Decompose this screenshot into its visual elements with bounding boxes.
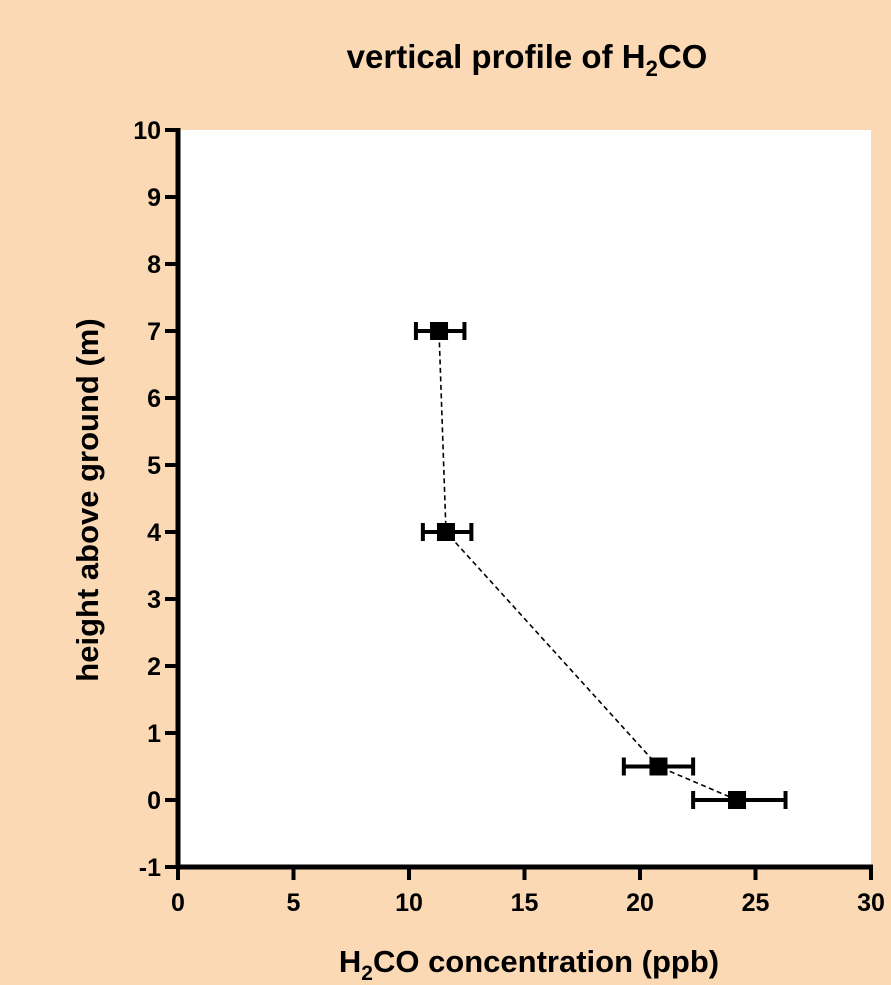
chart-title: vertical profile of H2CO [347,38,708,81]
data-point-marker [728,791,747,809]
data-point-marker [430,322,449,340]
x-tick-label: 0 [171,889,185,917]
x-tick-label: 25 [742,889,770,917]
y-tick-label: 2 [147,653,161,681]
y-tick-label: 7 [147,318,161,346]
x-tick-label: 20 [626,889,654,917]
x-tick-label: 30 [857,889,885,917]
y-axis-ticks: -1 0 1 2 3 4 5 6 7 8 9 10 [133,117,178,882]
y-tick-label: -1 [139,854,161,882]
y-tick-label: 4 [147,519,161,547]
series-connector-line [438,330,738,801]
x-tick-label: 10 [395,889,423,917]
x-tick-label: 15 [511,889,539,917]
data-point-marker [649,757,668,776]
y-tick-label: 6 [147,385,161,413]
series-layer [413,322,788,809]
y-tick-label: 1 [147,720,161,748]
plot-area [178,130,871,867]
y-axis-title: height above ground (m) [70,318,105,681]
y-tick-label: 5 [147,452,161,480]
x-tick-label: 5 [287,889,301,917]
y-tick-label: 10 [133,117,161,145]
y-tick-label: 8 [147,251,161,279]
y-tick-label: 9 [147,184,161,212]
y-tick-label: 3 [147,586,161,614]
data-point-marker [436,523,455,541]
x-axis-ticks: 0 5 10 15 20 25 30 [171,867,885,917]
y-tick-label: 0 [147,787,161,815]
x-axis-title: H2CO concentration (ppb) [339,944,719,985]
